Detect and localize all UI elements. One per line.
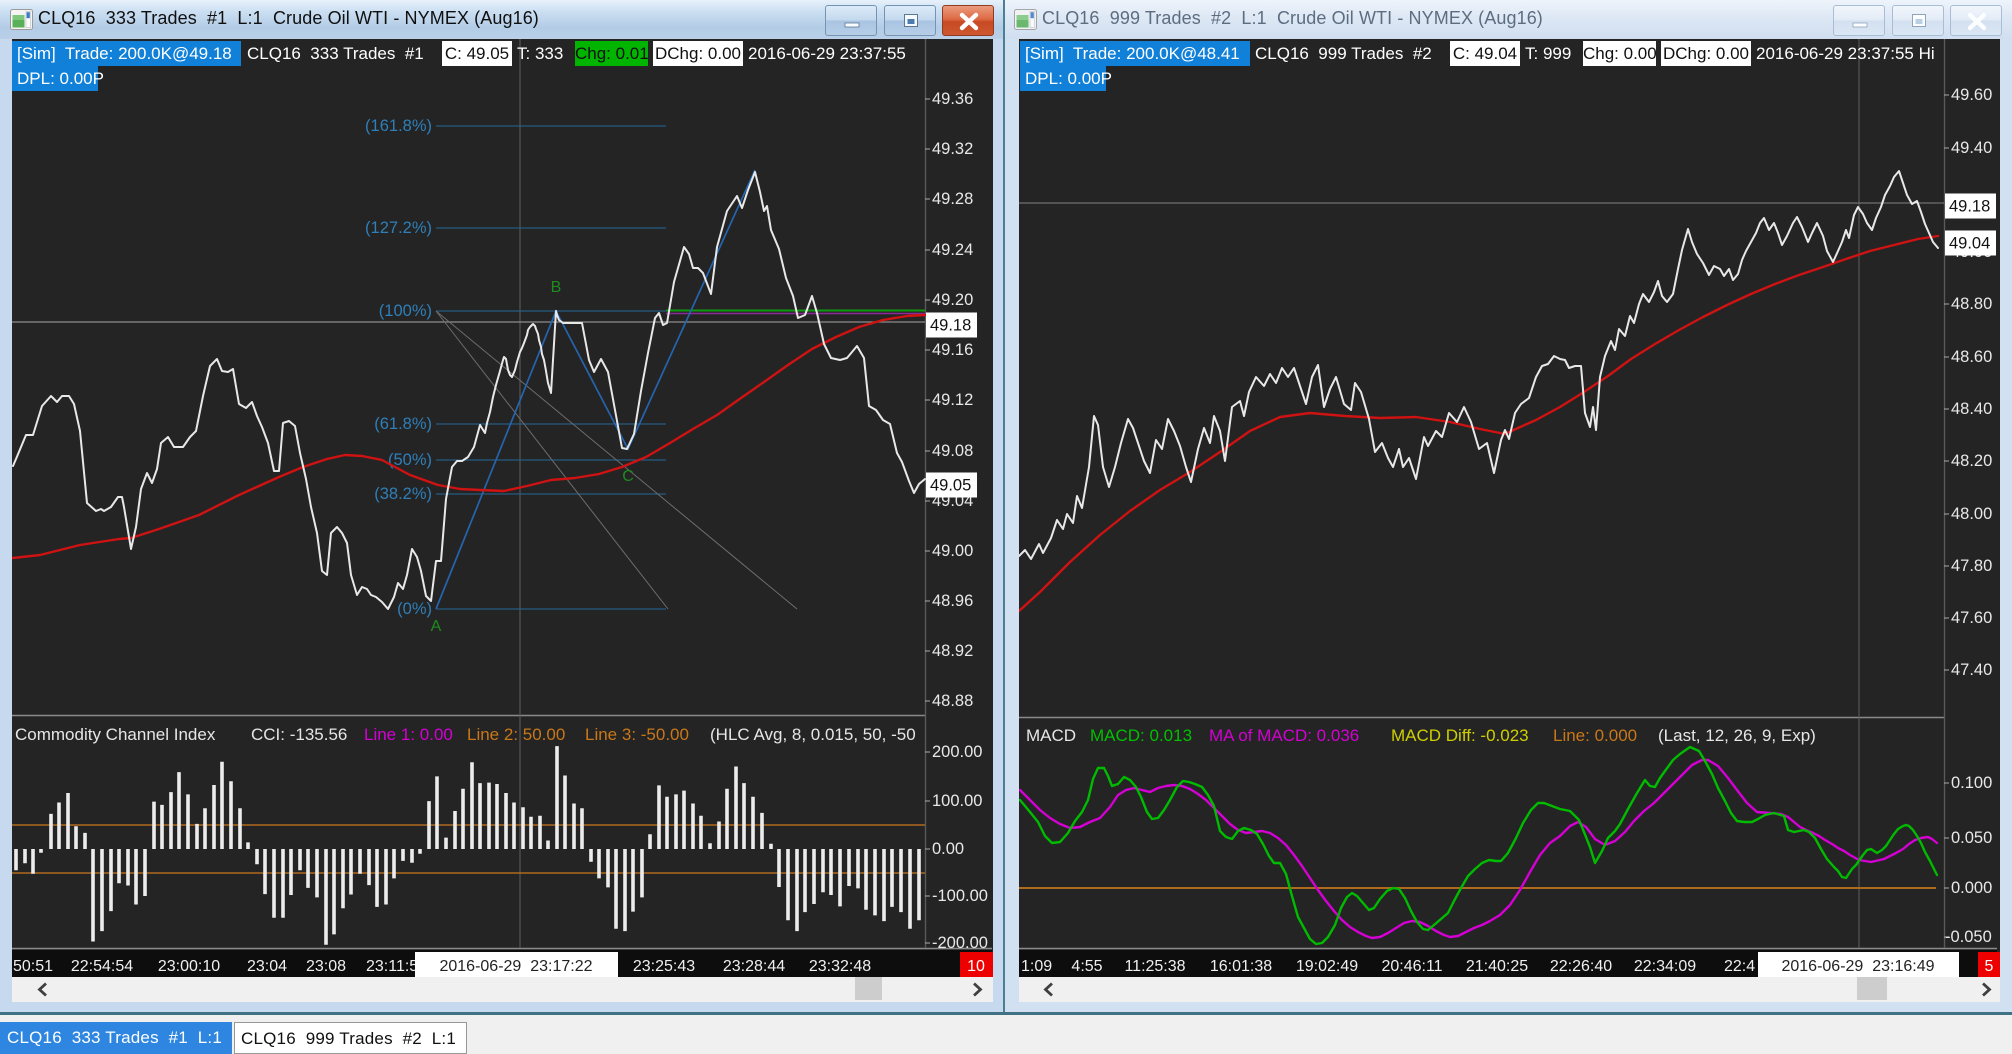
svg-text:49.40: 49.40 [1951,139,1992,157]
svg-text:49.05: 49.05 [930,477,971,495]
svg-text:49.04: 49.04 [1949,235,1990,253]
svg-text:B: B [551,279,562,296]
svg-text:CCI: -135.56: CCI: -135.56 [251,725,347,744]
svg-text:Line 3: -50.00: Line 3: -50.00 [585,725,689,744]
svg-text:MA of MACD: 0.036: MA of MACD: 0.036 [1209,726,1359,745]
svg-text:22:34:09: 22:34:09 [1634,958,1696,975]
svg-text:49.16: 49.16 [932,341,973,359]
svg-text:2016-06-29 23:17:22: 2016-06-29 23:17:22 [439,958,592,975]
svg-text:48.92: 48.92 [932,642,973,660]
svg-text:(100%): (100%) [379,302,432,320]
svg-text:0.000: 0.000 [1951,879,1992,897]
svg-text:(50%): (50%) [388,451,432,469]
svg-text:23:11:5: 23:11:5 [366,958,418,975]
svg-text:47.60: 47.60 [1951,609,1992,627]
svg-text:2016-06-29 23:16:49: 2016-06-29 23:16:49 [1781,958,1934,975]
svg-text:Commodity Channel Index: Commodity Channel Index [15,725,216,744]
svg-text:50:51: 50:51 [13,958,53,975]
svg-text:47.40: 47.40 [1951,661,1992,679]
svg-text:MACD: 0.013: MACD: 0.013 [1090,726,1192,745]
svg-text:49.28: 49.28 [932,190,973,208]
svg-text:0.00: 0.00 [932,840,964,858]
svg-text:A: A [431,618,442,635]
svg-text:23:25:43: 23:25:43 [633,958,695,975]
svg-text:(Last, 12, 26, 9, Exp): (Last, 12, 26, 9, Exp) [1658,726,1816,745]
svg-text:20:46:11: 20:46:11 [1381,958,1442,975]
svg-text:22:54:54: 22:54:54 [71,958,133,975]
svg-text:49.18: 49.18 [1949,198,1990,216]
svg-text:(HLC Avg, 8, 0.015, 50, -50: (HLC Avg, 8, 0.015, 50, -50 [710,725,916,744]
svg-text:200.00: 200.00 [932,743,982,761]
svg-text:49.60: 49.60 [1951,86,1992,104]
svg-text:23:32:48: 23:32:48 [809,958,871,975]
svg-text:49.24: 49.24 [932,241,973,259]
svg-text:C: C [622,468,634,485]
svg-text:-100.00: -100.00 [932,887,988,905]
svg-text:49.08: 49.08 [932,442,973,460]
svg-text:0.050: 0.050 [1951,829,1992,847]
svg-text:49.20: 49.20 [932,291,973,309]
svg-text:Line: 0.000: Line: 0.000 [1553,726,1637,745]
svg-text:11:25:38: 11:25:38 [1124,958,1185,975]
svg-text:Line 1: 0.00: Line 1: 0.00 [364,725,453,744]
svg-text:49.32: 49.32 [932,140,973,158]
svg-text:22:26:40: 22:26:40 [1550,958,1612,975]
svg-text:-0.050: -0.050 [1945,928,1992,946]
svg-text:19:02:49: 19:02:49 [1296,958,1358,975]
svg-text:48.96: 48.96 [932,592,973,610]
svg-text:4:55: 4:55 [1071,958,1102,975]
svg-text:16:01:38: 16:01:38 [1210,958,1272,975]
svg-text:(38.2%): (38.2%) [374,485,432,503]
svg-text:MACD: MACD [1026,726,1076,745]
svg-text:(61.8%): (61.8%) [374,415,432,433]
svg-text:(127.2%): (127.2%) [365,219,432,237]
svg-text:49.18: 49.18 [930,317,971,335]
svg-text:23:04: 23:04 [247,958,287,975]
svg-text:21:40:25: 21:40:25 [1466,958,1528,975]
svg-text:10: 10 [967,958,985,975]
svg-text:1:09: 1:09 [1021,958,1052,975]
svg-text:49.00: 49.00 [932,542,973,560]
svg-text:23:28:44: 23:28:44 [723,958,785,975]
svg-text:23:00:10: 23:00:10 [158,958,220,975]
svg-text:48.88: 48.88 [932,692,973,710]
svg-text:MACD Diff: -0.023: MACD Diff: -0.023 [1391,726,1529,745]
svg-text:48.00: 48.00 [1951,505,1992,523]
svg-text:5: 5 [1985,958,1994,975]
svg-text:49.36: 49.36 [932,90,973,108]
svg-text:23:08: 23:08 [306,958,346,975]
svg-text:0.100: 0.100 [1951,774,1992,792]
svg-text:(161.8%): (161.8%) [365,117,432,135]
svg-text:48.60: 48.60 [1951,348,1992,366]
svg-text:48.80: 48.80 [1951,295,1992,313]
svg-text:47.80: 47.80 [1951,557,1992,575]
svg-text:100.00: 100.00 [932,792,982,810]
svg-text:22:4: 22:4 [1724,958,1755,975]
svg-text:48.40: 48.40 [1951,400,1992,418]
svg-text:(0%): (0%) [397,600,432,618]
svg-text:Line 2: 50.00: Line 2: 50.00 [467,725,565,744]
svg-text:49.12: 49.12 [932,391,973,409]
svg-text:48.20: 48.20 [1951,452,1992,470]
svg-text:-200.00: -200.00 [932,934,988,952]
